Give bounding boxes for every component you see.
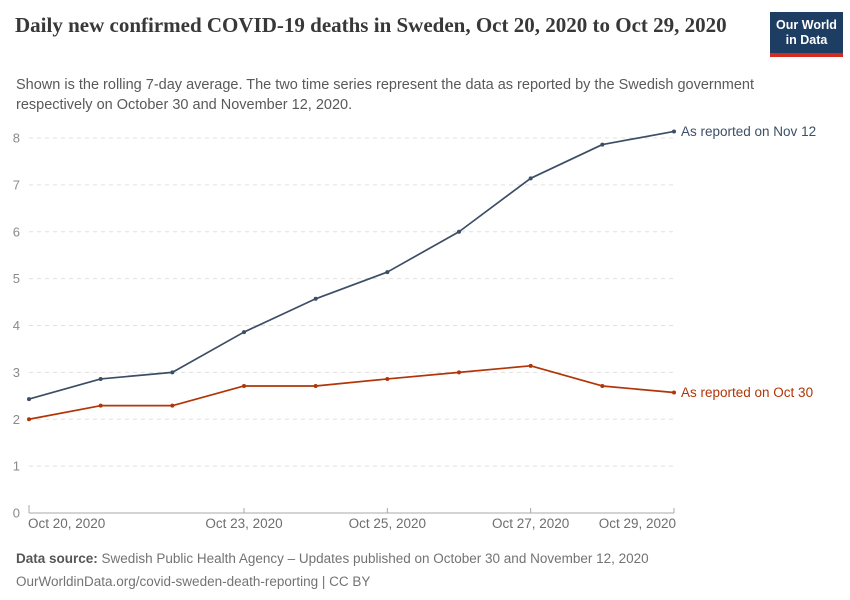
data-point-marker [385,376,390,381]
data-point-marker [313,383,318,388]
series-end-label: As reported on Oct 30 [681,385,813,400]
y-axis-tick-label: 4 [13,318,20,333]
x-axis-tick-label: Oct 25, 2020 [349,516,426,531]
x-axis-tick-label: Oct 27, 2020 [492,516,569,531]
data-point-marker [170,370,175,375]
chart-area: 0 1 2 3 4 5 6 7 8 Oct 20, 2020 Oct 23, 2020 Oct 25,… [0,115,850,535]
data-source-label: Data source: [16,551,98,566]
x-axis-tick-label: Oct 23, 2020 [205,516,282,531]
y-axis-tick-label: 1 [13,459,20,474]
data-point-marker [528,363,533,368]
y-axis-tick-label: 2 [13,412,20,427]
series-end-label: As reported on Nov 12 [681,124,816,139]
data-source-text: Swedish Public Health Agency – Updates p… [101,551,649,566]
data-point-marker [98,376,103,381]
chart-subtitle: Shown is the rolling 7-day average. The … [16,77,755,113]
data-point-marker [313,296,318,301]
data-point-marker [600,142,605,147]
data-point-marker [27,397,31,402]
y-axis-tick-label: 8 [13,131,20,146]
data-point-marker [385,270,390,275]
data-point-marker [528,176,533,181]
chart-title: Daily new confirmed COVID-19 deaths in S… [15,13,727,37]
data-point-marker [98,403,103,408]
x-axis-tick-label: Oct 29, 2020 [599,516,676,531]
data-point-marker [242,330,246,335]
permalink-link[interactable]: OurWorldinData.org/covid-sweden-death-re… [16,574,371,589]
series-line [28,130,675,400]
data-point-marker [457,229,461,234]
y-axis-tick-label: 7 [13,177,20,192]
y-axis-tick-label: 5 [13,271,20,286]
x-axis-tick-label: Oct 20, 2020 [28,516,105,531]
data-source-line: Data source: Swedish Public Health Agenc… [16,547,836,570]
data-point-marker [242,383,246,388]
chart-canvas: 0 1 2 3 4 5 6 7 8 Oct 20, 2020 Oct 23, 2020 Oct 25,… [13,124,816,531]
y-axis-tick-label: 6 [13,224,20,239]
owid-logo-line2: in Data [785,32,828,47]
owid-logo[interactable]: Our World in Data [770,12,843,57]
y-axis-tick-label: 3 [13,365,20,380]
data-point-marker [672,390,676,395]
y-axis-tick-label: 0 [13,506,20,521]
series-line [28,364,675,421]
data-point-marker [457,370,461,375]
chart-footer: Data source: Swedish Public Health Agenc… [16,547,836,593]
data-point-marker [27,417,31,422]
owid-logo-line1: Our World [776,17,837,32]
data-point-marker [170,403,175,408]
data-point-marker [672,129,676,134]
data-point-marker [600,383,605,388]
